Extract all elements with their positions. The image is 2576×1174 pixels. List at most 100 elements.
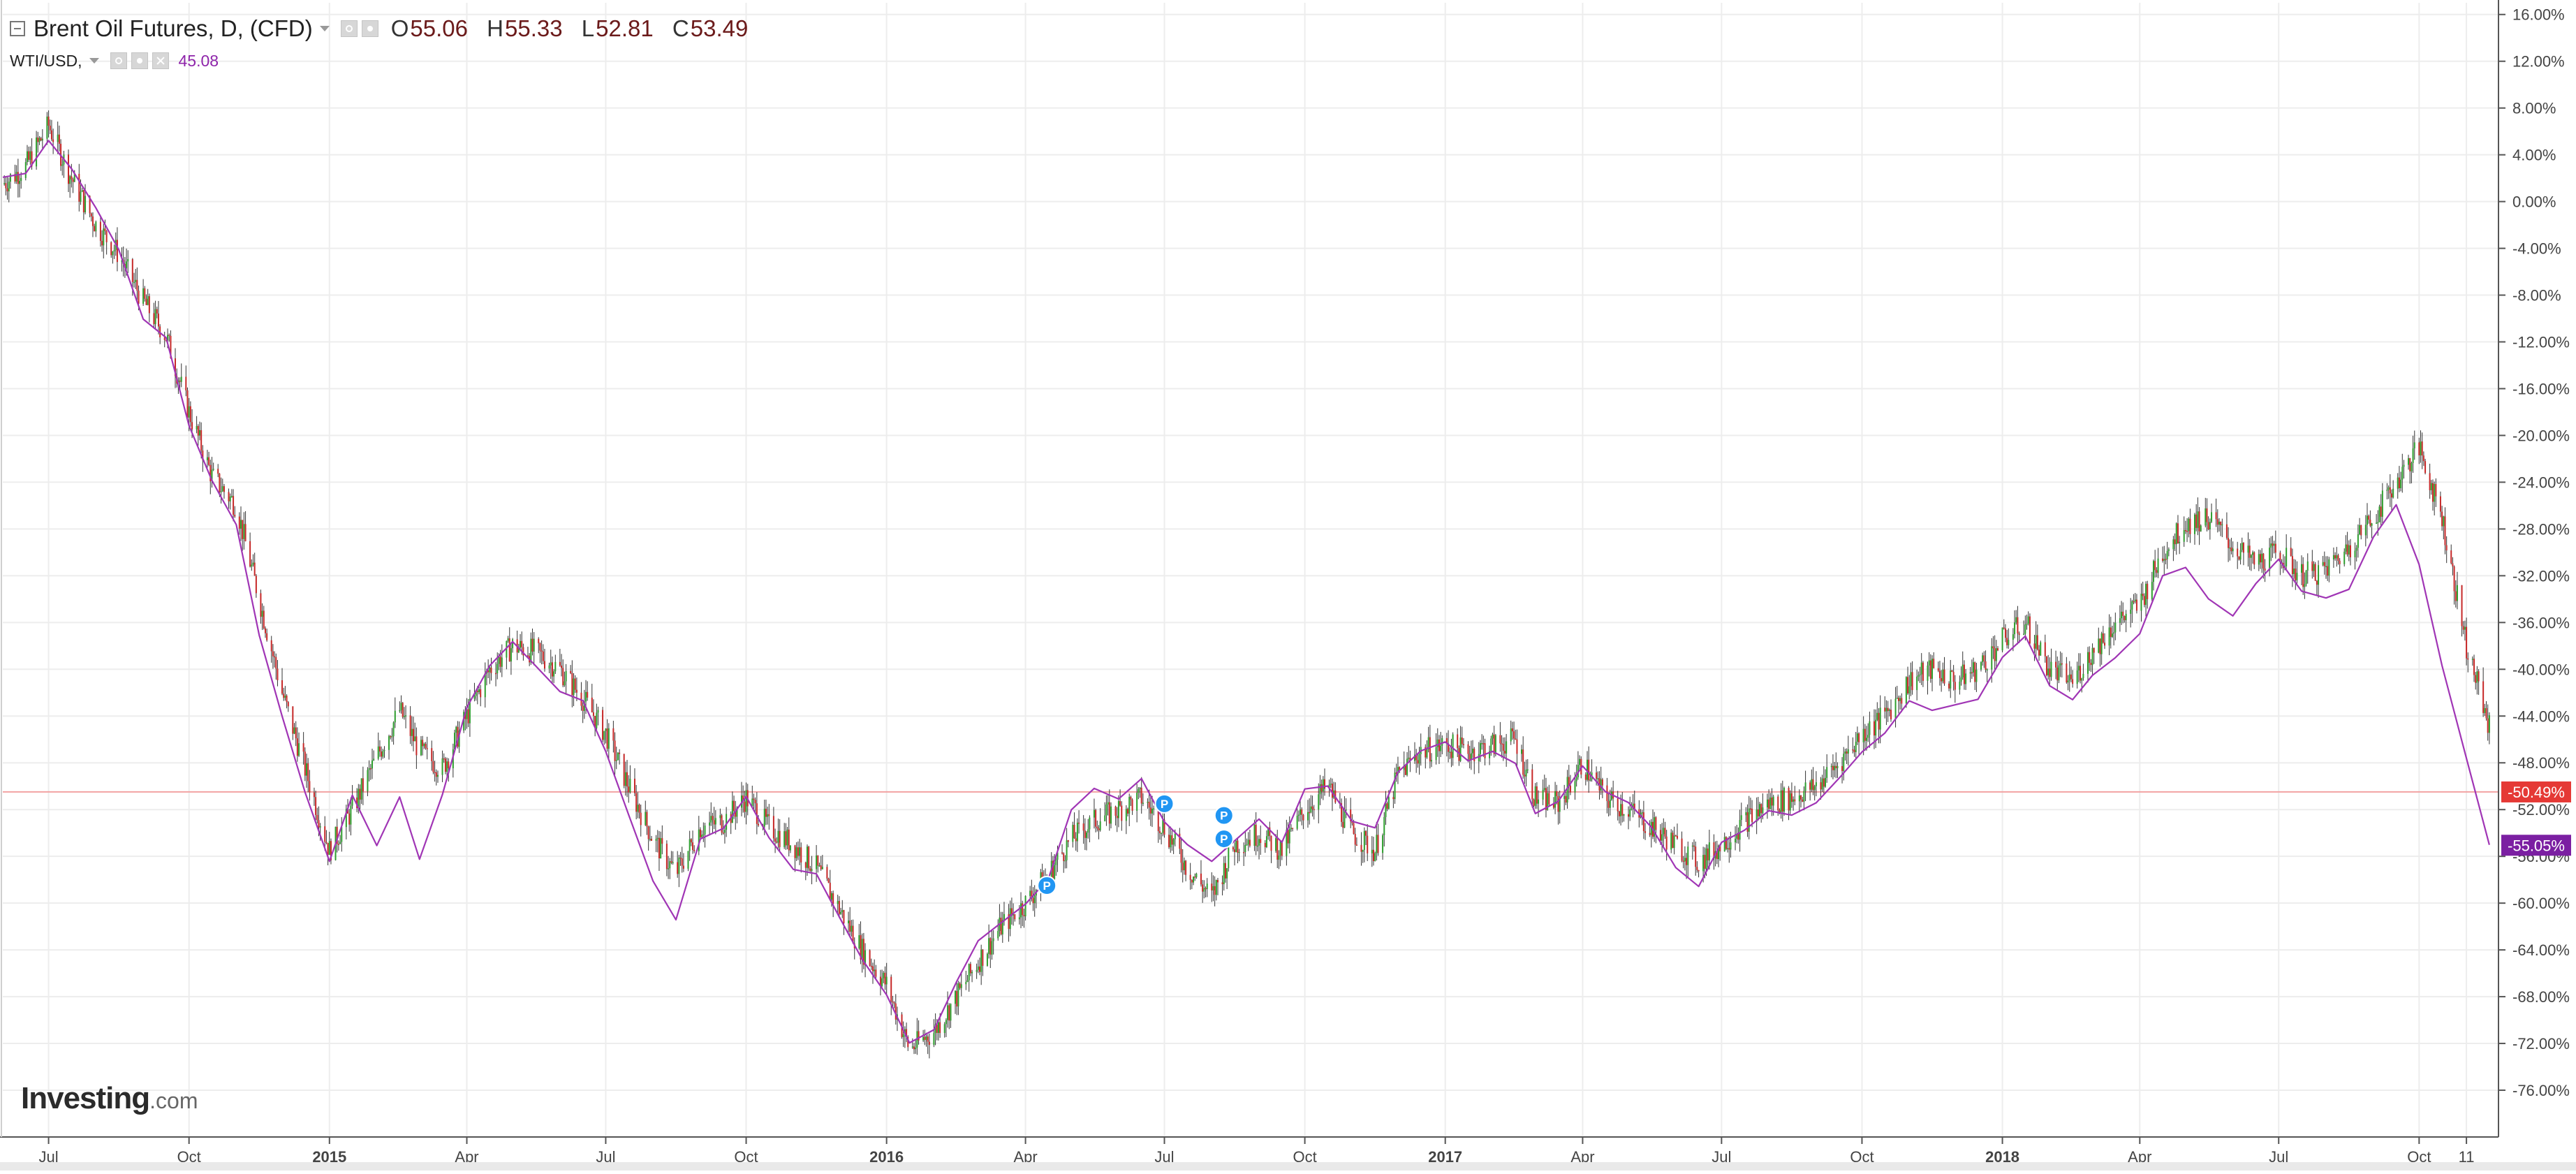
event-marker[interactable] [1214,829,1234,849]
compare-series-title[interactable]: WTI/USD, [10,51,82,70]
candle-body [2332,555,2334,559]
collapse-toggle-icon[interactable] [10,21,25,36]
open-label: O [390,15,409,41]
candle-body [2091,647,2093,666]
candle-body [1099,821,1101,830]
candle-body [49,125,51,131]
candle-body [2114,622,2117,633]
candle-body [2211,512,2213,522]
candle-body [1226,868,1228,879]
candle-body [234,515,236,517]
candle-body [661,838,663,844]
candle-body [678,857,680,874]
candle-body [1919,674,1921,676]
candle-body [542,651,544,661]
candle-body [1830,765,1832,768]
candle-body [52,139,54,142]
event-marker[interactable] [1214,805,1234,826]
candle-body [435,772,437,777]
candle-body [693,850,695,851]
candle-body [827,878,830,883]
eye-icon[interactable] [340,20,358,37]
y-tick-label: -16.00% [2512,380,2570,397]
candle-body [1172,839,1175,845]
candle-body [1244,844,1246,853]
main-series-title[interactable]: Brent Oil Futures, D, (CFD) [34,15,313,41]
candle-body [721,815,723,833]
candle-body [484,673,486,698]
bottom-scrollbar-strip[interactable] [0,1162,2576,1171]
candle-body [2262,553,2265,569]
ohlc-readout: O55.06 H55.33 L52.81 C53.49 [391,15,761,42]
candle-body [1800,795,1802,800]
candle-body [943,1024,945,1034]
eye-icon[interactable] [110,52,127,69]
candle-body [348,813,351,825]
candle-body [2462,626,2464,630]
candle-body [58,134,60,144]
close-icon[interactable] [152,52,169,69]
candle-body [1745,812,1747,816]
last-value-label: -50.49% [2508,784,2565,801]
candle-body [665,844,668,870]
candle-body [562,668,564,686]
candle-body [1182,863,1184,871]
candle-body [1331,784,1333,798]
candle-body [37,137,39,142]
candle-body [1318,794,1320,810]
candle-body [959,983,961,988]
candle-body [1125,809,1127,821]
candle-body [1511,728,1513,732]
event-marker[interactable] [1154,793,1175,814]
gear-icon[interactable] [361,20,378,37]
candle-body [1864,728,1866,741]
candle-body [191,422,193,430]
candle-body [388,736,390,750]
candle-body [690,839,692,843]
candle-body [309,781,311,793]
candle-body [1194,876,1196,878]
candle-body [2133,601,2135,603]
candle-body [1171,835,1173,845]
gear-icon[interactable] [131,52,148,69]
candle-body [826,867,828,879]
candle-body [1649,832,1651,835]
candle-body [2044,642,2046,656]
candle-body [520,640,522,648]
candle-body [2313,564,2315,571]
candle-body [635,793,638,812]
candle-body [200,430,203,451]
candle-body [1698,870,1700,872]
candle-body [198,430,200,436]
candle-body [785,831,787,846]
candle-body [1462,744,1464,745]
candle-body [307,763,309,782]
candle-body [1503,751,1506,754]
chevron-down-icon[interactable] [89,58,99,64]
candle-body [538,638,540,644]
candle-body [1858,733,1860,742]
chevron-down-icon[interactable] [319,26,330,31]
candle-body [1675,835,1677,837]
candle-body [1383,816,1385,835]
candle-body [1600,779,1602,791]
candle-body [795,847,797,858]
candle-body [2439,496,2441,512]
candle-body [1413,754,1415,761]
candle-body [2473,659,2475,675]
candle-body [2432,483,2434,502]
candle-body [551,662,553,677]
candle-body [360,778,362,800]
candle-body [2239,550,2242,560]
candle-body [274,656,276,658]
candle-body [1162,819,1164,833]
event-marker[interactable] [1037,876,1057,896]
candle-body [1275,838,1277,851]
candle-body [1163,819,1165,835]
candle-body [498,656,500,664]
candle-body [2296,573,2298,580]
candle-body [915,1048,917,1050]
candle-body [1521,749,1523,754]
